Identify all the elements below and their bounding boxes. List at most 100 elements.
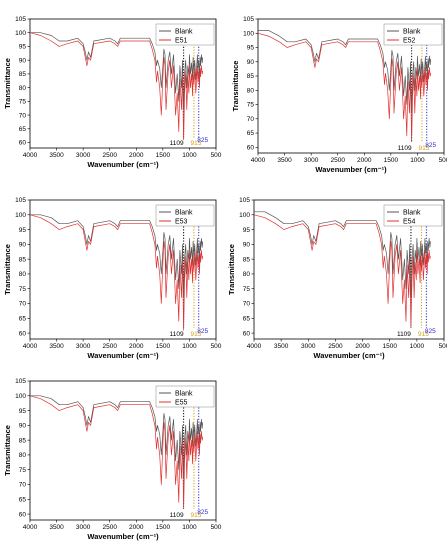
chart-panel-4: 4000 3500 3000 2500 2000 1500 1000 500 60 65 70 75 8… [227,197,447,360]
series-line-blank [258,30,432,114]
series-line-e53 [29,214,204,331]
x-tick-label: 500 [211,152,222,159]
x-tick-label: 4000 [23,152,38,159]
legend-label-blank: Blank [403,28,421,35]
legend-label-e52: E52 [403,37,416,44]
legend-label-blank: Blank [403,209,421,216]
x-axis-label: Wavenumber (cm⁻¹) [87,351,159,360]
annotation-label-1109: 1109 [170,331,184,338]
annotation-label-915: 915 [191,512,202,519]
x-tick-label: 1500 [156,152,171,159]
x-tick-label: 500 [439,343,447,350]
y-tick-label: 65 [19,126,27,133]
x-tick-label: 2000 [129,152,144,159]
y-tick-label: 95 [19,227,27,234]
y-tick-label: 105 [239,197,250,204]
chart-panel-5: 4000 3500 3000 2500 2000 1500 1000 500 60 65 70 75 8… [3,378,222,541]
series-line-blank [254,211,431,298]
x-tick-label: 2500 [102,524,117,531]
x-tick-label: 4000 [23,524,38,531]
y-tick-label: 75 [19,99,27,106]
x-tick-label: 2000 [355,343,370,350]
x-axis-label: Wavenumber (cm⁻¹) [315,165,387,174]
y-tick-label: 95 [19,408,27,415]
x-tick-label: 3000 [76,152,91,159]
annotation-label-825: 825 [197,137,208,144]
x-tick-label: 500 [211,524,222,531]
x-tick-label: 2500 [330,157,345,164]
x-tick-label: 1000 [182,343,197,350]
y-tick-label: 105 [15,16,26,23]
x-tick-label: 1000 [182,152,197,159]
y-tick-label: 90 [247,59,255,66]
y-tick-label: 85 [247,73,255,80]
y-tick-label: 75 [19,467,27,474]
annotation-label-825: 825 [425,328,436,335]
y-tick-label: 65 [19,496,27,503]
x-tick-label: 1500 [384,157,399,164]
y-tick-label: 60 [247,144,255,151]
y-tick-label: 100 [15,212,26,219]
y-tick-label: 105 [243,16,254,23]
x-tick-label: 3500 [49,343,64,350]
legend-label-e53: E53 [175,218,188,225]
x-tick-label: 3500 [277,157,292,164]
series-line-blank [30,395,204,479]
y-tick-label: 60 [243,330,251,337]
annotation-label-915: 915 [419,145,430,152]
x-tick-label: 2500 [102,343,117,350]
annotation-label-825: 825 [197,509,208,516]
x-tick-label: 1000 [182,524,197,531]
legend-label-blank: Blank [175,390,193,397]
y-tick-label: 90 [19,423,27,430]
y-tick-label: 60 [19,330,27,337]
annotation-label-825: 825 [197,328,208,335]
annotation-label-915: 915 [418,331,429,338]
series-line-e51 [29,32,204,141]
x-tick-label: 3500 [49,152,64,159]
y-tick-label: 70 [19,482,27,489]
legend-label-e54: E54 [403,218,416,225]
y-tick-label: 65 [19,315,27,322]
y-tick-label: 70 [247,116,255,123]
y-tick-label: 100 [243,30,254,37]
x-tick-label: 2000 [129,524,144,531]
x-tick-label: 4000 [247,343,262,350]
x-tick-label: 3000 [301,343,316,350]
y-tick-label: 85 [243,256,251,263]
y-tick-label: 65 [247,130,255,137]
x-axis-label: Wavenumber (cm⁻¹) [313,351,385,360]
x-tick-label: 3500 [49,524,64,531]
annotation-label-1109: 1109 [170,140,184,147]
y-tick-label: 75 [19,286,27,293]
y-axis-label: Transmittance [3,244,12,295]
x-tick-label: 2500 [328,343,343,350]
x-tick-label: 1000 [410,343,425,350]
y-tick-label: 95 [247,45,255,52]
y-tick-label: 80 [19,452,27,459]
y-tick-label: 105 [15,378,26,385]
y-axis-label: Transmittance [3,58,12,109]
y-tick-label: 70 [19,112,27,119]
legend-label-e51: E51 [175,37,188,44]
y-tick-label: 60 [19,511,27,518]
x-axis-label: Wavenumber (cm⁻¹) [87,160,159,169]
y-tick-label: 80 [247,87,255,94]
x-tick-label: 500 [211,343,222,350]
y-tick-label: 95 [243,227,251,234]
x-tick-label: 2500 [102,152,117,159]
y-tick-label: 100 [15,30,26,37]
x-tick-label: 1500 [382,343,397,350]
y-tick-label: 100 [239,212,250,219]
annotation-label-1109: 1109 [170,512,184,519]
y-tick-label: 85 [19,437,27,444]
y-tick-label: 65 [243,315,251,322]
y-tick-label: 70 [19,301,27,308]
y-tick-label: 90 [19,57,27,64]
series-line-e55 [29,395,204,509]
annotation-label-825: 825 [425,142,436,149]
y-tick-label: 85 [19,256,27,263]
x-tick-label: 2000 [129,343,144,350]
chart-panel-2: 4000 3500 3000 2500 2000 1500 1000 500 60 65 70 75 8… [231,16,447,174]
